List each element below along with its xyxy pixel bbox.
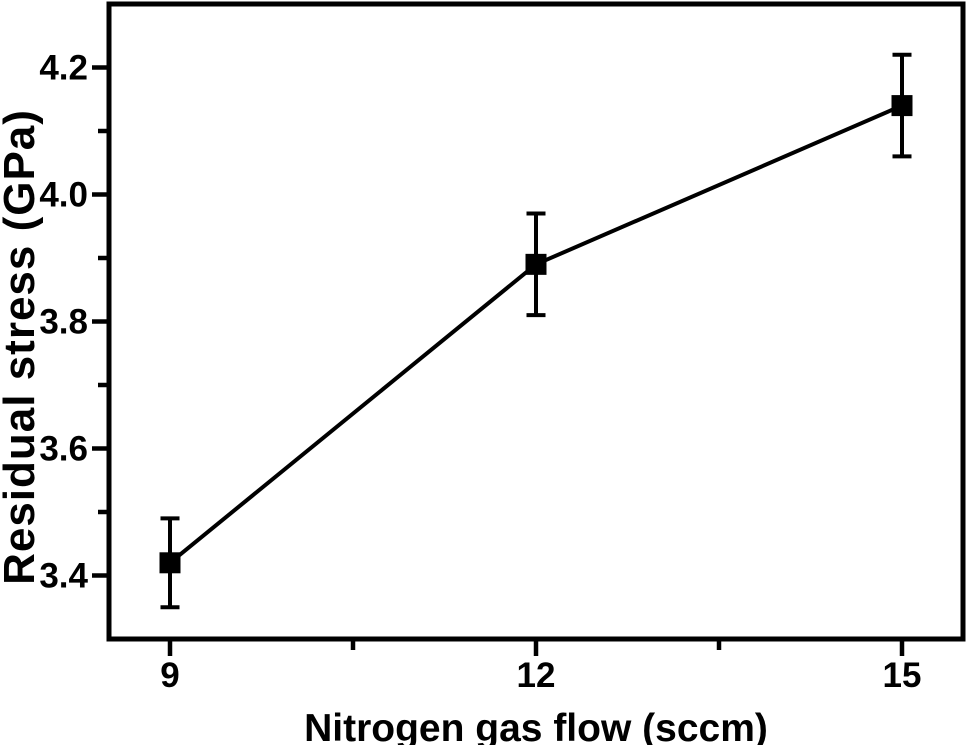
y-tick-label: 3.6 [39,430,88,469]
data-line [168,103,903,565]
y-tick-label: 3.8 [39,303,88,342]
data-point-marker [891,95,913,117]
y-axis-title: Residual stress (GPa) [0,109,44,585]
plot-frame [106,1,966,642]
x-tick-label: 15 [883,656,922,695]
tick-labels-layer: 3.4 3.6 3.8 4.0 4.2 9 12 15 [39,49,921,696]
axes-ticks [92,1,966,656]
y-tick-label: 4.0 [39,176,88,215]
data-series-layer [159,52,913,610]
x-tick-label: 9 [160,656,179,695]
data-point-marker [159,552,181,574]
y-tick-label: 3.4 [39,557,88,596]
x-axis-title: Nitrogen gas flow (sccm) [304,707,768,745]
data-point-marker [525,253,547,275]
y-tick-label: 4.2 [39,49,88,88]
x-tick-label: 12 [517,656,556,695]
